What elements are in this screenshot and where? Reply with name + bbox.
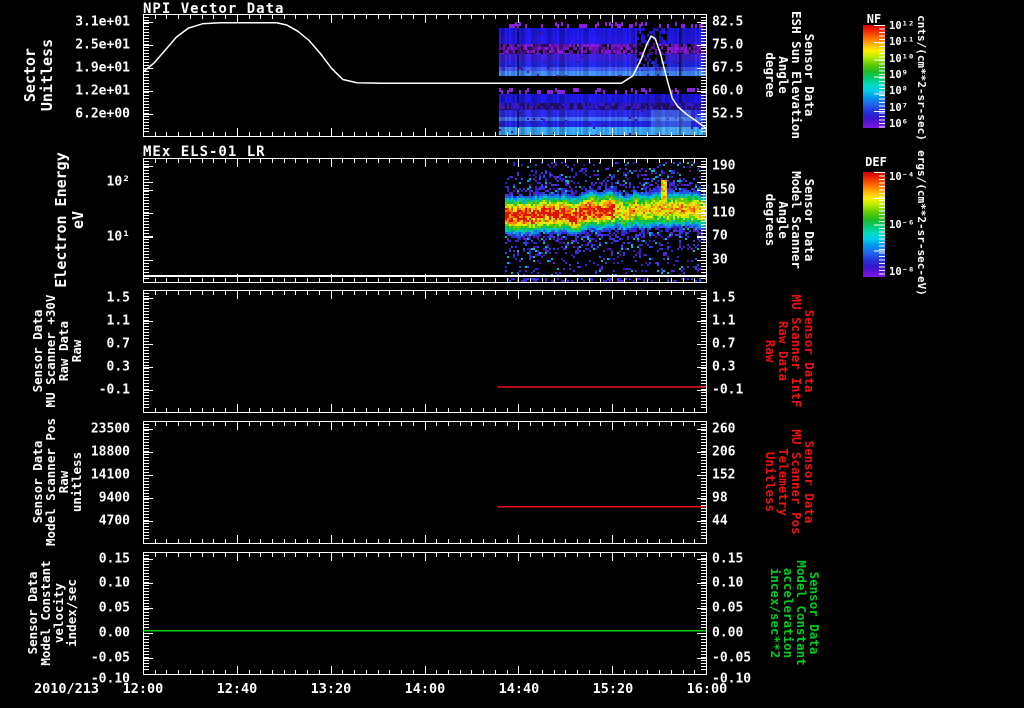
y-tick-label-right: -0.05 [712,650,752,666]
y-tick-label-right: 0.10 [712,575,744,591]
colorbar-nf-major-ticks [874,25,885,128]
colorbar-def-major-ticks [874,172,885,277]
y-tick-label-left: -0.05 [90,650,130,666]
y-tick-label-right: -0.10 [712,671,752,687]
y-tick-label-right: 0.00 [712,625,744,641]
colorbar-nf-tick-label: 10⁸ [889,85,908,98]
y-tick-label-left: 0.7 [106,336,130,352]
colorbar-nf-tick-label: 10¹¹ [889,36,915,49]
panel1-title: NPI Vector Data [143,1,285,17]
colorbar-nf-tick-label: 10⁶ [889,117,908,130]
colorbar-nf-unit-label: cnts/(cm**2-sr-sec) [915,15,928,141]
y-tick-label-right: 52.5 [712,106,744,122]
y-tick-label-left: 0.05 [98,600,130,616]
panel2-title: MEx ELS-01 LR [143,144,266,160]
y-tick-label-right: 190 [712,158,736,174]
y-tick-label-right: 44 [712,513,728,529]
y-tick-label-left: 10¹ [106,229,130,245]
y-tick-label-left: -0.1 [98,382,130,398]
y-tick-label-right: 1.5 [712,290,736,306]
x-axis-tick-label: 12:00 [122,681,164,697]
x-axis-date-label: 2010/213 [34,681,100,697]
colorbar-nf-tick-label: 10¹² [889,20,915,32]
colorbar-nf-gradient [863,25,885,128]
y-tick-label-right: 30 [712,252,728,268]
y-tick-label-right: 260 [712,421,736,437]
y-tick-label-right: 0.3 [712,359,736,375]
x-axis-tick-label: 15:20 [592,681,634,697]
y-tick-label-left: 3.1e+01 [75,14,130,30]
y-tick-label-right: 0.15 [712,551,744,567]
y-tick-label-right: 98 [712,490,728,506]
x-axis-tick-label: 16:00 [686,681,728,697]
y-tick-label-right: 75.0 [712,37,744,53]
colorbar-nf-title: NF [866,12,882,26]
y-tick-label-right: 67.5 [712,60,744,76]
panel-npi-vector [143,14,707,137]
y-tick-label-left: 1.5 [106,290,130,306]
y-tick-label-left: 1.2e+01 [75,83,130,99]
colorbar-nf-tick-label: 10⁷ [889,101,908,114]
y-tick-label-left: 18800 [90,444,130,460]
y-tick-label-right: 150 [712,182,736,197]
y-tick-label-left: 10² [106,174,130,190]
colorbar-nf-tick-label: 10¹⁰ [889,52,915,65]
x-axis-tick-label: 14:40 [498,681,540,697]
x-axis-tick-label: 14:00 [404,681,446,697]
y-tick-label-left: 14100 [90,467,130,483]
colorbar-def: DEF [862,155,932,285]
panel-canvas-mex-els-01 [143,158,707,283]
x-axis-tick-label: 13:20 [310,681,352,697]
y-tick-label-left: 0.3 [106,359,130,375]
panel-canvas-model-constant [143,552,707,675]
panel-model-constant [143,552,707,675]
panel-canvas-mu-scanner-intf [143,290,707,413]
y-tick-label-left: 23500 [90,421,130,437]
y-tick-label-right: 70 [712,228,728,244]
x-axis-tick-label: 12:40 [216,681,258,697]
y-tick-label-right: 206 [712,444,736,460]
y-tick-label-right: 60.0 [712,83,744,99]
panel-mu-scanner-intf [143,290,707,413]
panel-mex-els-01 [143,158,707,283]
y-tick-label-right: 110 [712,205,736,221]
colorbar-nf: NF [862,12,932,132]
y-tick-label-right: 152 [712,467,736,483]
y-tick-label-left: 0.00 [98,625,130,641]
y-tick-label-left: 1.1 [106,313,130,329]
y-tick-label-left: 9400 [98,490,130,506]
colorbar-def-tick-label: 10⁻⁴ [889,171,915,183]
y-tick-label-left: 4700 [98,513,130,529]
colorbar-def-tick-label: 10⁻⁶ [889,219,915,231]
colorbar-def-unit-label: ergs/(cm**2-sr-sec-eV) [915,150,928,296]
colorbar-def-tick-label: 10⁻⁸ [889,266,915,278]
colorbar-def-title: DEF [865,155,887,169]
panel-canvas-mu-scanner-pos [143,421,707,544]
y-tick-label-right: 0.05 [712,600,744,616]
colorbar-nf-tick-label: 10⁹ [889,68,908,81]
y-tick-label-left: 2.5e+01 [75,37,130,53]
y-tick-label-left: 0.10 [98,575,130,591]
panel-canvas-npi-vector [143,14,707,137]
panel-mu-scanner-pos [143,421,707,544]
y-tick-label-left: 6.2e+00 [75,106,130,122]
y-tick-label-right: 82.5 [712,14,744,30]
colorbar-def-gradient [863,172,885,277]
y-tick-label-right: 1.1 [712,313,736,329]
panel2-left-axis-label: Electron Energy eV [52,152,87,288]
y-tick-label-left: -0.10 [90,671,130,687]
y-tick-label-right: -0.1 [712,382,744,398]
y-tick-label-right: 0.7 [712,336,736,352]
y-tick-label-left: 1.9e+01 [75,60,130,76]
y-tick-label-left: 0.15 [98,551,130,567]
